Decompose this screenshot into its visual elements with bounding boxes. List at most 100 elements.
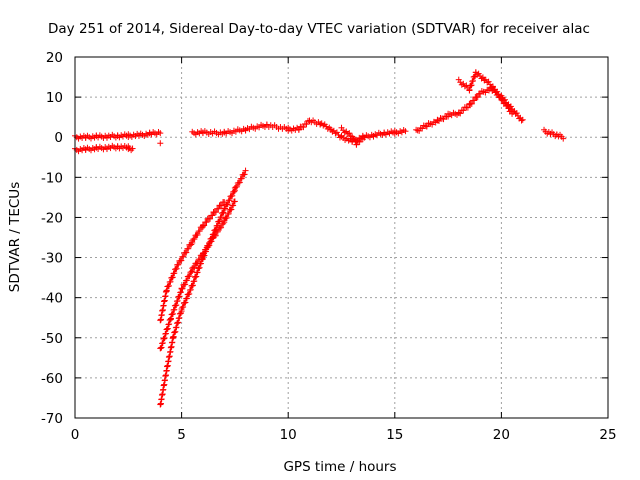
y-tick-label: -10	[41, 170, 63, 186]
data-point	[356, 138, 363, 145]
data-point	[176, 293, 183, 300]
y-tick-label: 10	[46, 90, 63, 106]
data-point	[185, 245, 192, 252]
data-point	[218, 224, 225, 231]
data-point	[469, 77, 476, 84]
data-point	[162, 330, 169, 337]
data-point	[509, 110, 516, 117]
data-point	[167, 278, 174, 285]
data-point	[188, 268, 195, 275]
data-point	[303, 121, 310, 128]
data-point	[504, 102, 511, 109]
y-tick-label: -40	[41, 291, 63, 307]
data-point	[173, 324, 180, 331]
data-point	[236, 179, 243, 186]
data-point	[179, 285, 186, 292]
data-point	[189, 267, 196, 274]
data-point	[507, 107, 514, 114]
y-tick-label: -50	[41, 331, 63, 347]
chart-title: Day 251 of 2014, Sidereal Day-to-day VTE…	[48, 21, 590, 37]
plot-frame	[74, 56, 609, 419]
data-point	[189, 282, 196, 289]
data-point	[221, 219, 228, 226]
data-point	[166, 321, 173, 328]
data-point	[225, 210, 232, 217]
data-point	[196, 227, 203, 234]
data-point	[471, 97, 478, 104]
data-point	[212, 232, 219, 239]
data-point	[186, 273, 193, 280]
data-point	[178, 308, 185, 315]
data-point	[183, 295, 190, 302]
x-tick-label: 20	[493, 427, 510, 443]
x-axis-label: GPS time / hours	[283, 459, 396, 475]
y-tick-label: 20	[46, 50, 63, 66]
y-tick-label: -70	[41, 411, 63, 427]
data-point	[165, 282, 172, 289]
data-point	[170, 333, 177, 340]
data-point	[157, 140, 164, 147]
data-point	[157, 130, 164, 137]
data-point	[498, 94, 505, 101]
data-point	[351, 135, 358, 142]
data-point	[196, 264, 203, 271]
data-point	[182, 281, 189, 288]
data-point	[194, 259, 201, 266]
data-point	[176, 314, 183, 321]
data-point	[201, 222, 208, 229]
data-point	[203, 219, 210, 226]
data-point	[231, 198, 238, 205]
y-axis-label: SDTVAR / TECUs	[7, 182, 23, 292]
data-point	[175, 319, 182, 326]
data-point	[169, 274, 176, 281]
data-point	[180, 303, 187, 310]
data-point	[241, 171, 248, 178]
data-point	[513, 110, 520, 117]
data-point	[171, 270, 178, 277]
data-point	[228, 206, 235, 213]
data-point	[191, 278, 198, 285]
data-point	[161, 334, 168, 341]
data-point	[359, 136, 366, 143]
data-point	[295, 126, 302, 133]
data-point	[221, 199, 228, 206]
data-point	[173, 265, 180, 272]
data-point	[218, 213, 225, 220]
data-point	[224, 201, 231, 208]
data-point	[519, 116, 526, 123]
data-point	[474, 94, 481, 101]
x-tick-label: 10	[280, 427, 297, 443]
data-point	[164, 325, 171, 332]
data-point	[193, 273, 200, 280]
data-point	[209, 212, 216, 219]
data-point	[497, 93, 504, 100]
data-point	[231, 187, 238, 194]
data-points	[72, 69, 567, 408]
data-point	[173, 302, 180, 309]
data-point	[466, 86, 473, 93]
data-point	[242, 167, 249, 174]
data-point	[163, 287, 170, 294]
data-point	[196, 256, 203, 263]
data-point	[230, 202, 237, 209]
data-point	[175, 261, 182, 268]
data-point	[223, 214, 230, 221]
data-point	[174, 297, 181, 304]
data-point	[518, 117, 525, 124]
data-point	[187, 286, 194, 293]
tick-labels: 0 5 10 15 20 25 -70 -60 -50 -40 -30 -20 -10 0 10 20	[41, 50, 617, 443]
data-point	[183, 277, 190, 284]
data-point	[402, 128, 409, 135]
data-point	[468, 82, 475, 89]
y-tick-label: -20	[41, 210, 63, 226]
y-tick-label: -30	[41, 251, 63, 267]
data-point	[206, 242, 213, 249]
data-point	[186, 290, 193, 297]
data-point	[212, 209, 219, 216]
x-tick-label: 25	[599, 427, 616, 443]
y-tick-label: -60	[41, 371, 63, 387]
data-point	[183, 249, 190, 256]
x-tick-label: 5	[177, 427, 186, 443]
